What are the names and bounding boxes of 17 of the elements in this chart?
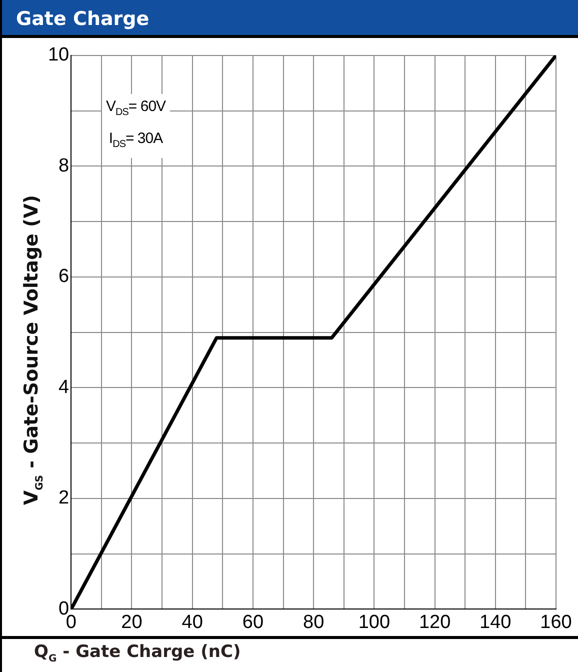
x-tick-label: 40 [182, 612, 203, 633]
x-tick-label: 100 [358, 612, 390, 633]
annotation: I$_{DS}$= 30A [108, 129, 164, 152]
x-axis-title: Q$_{G}$ - Gate Charge (nC) [34, 642, 241, 664]
chart-title: Gate Charge [2, 0, 578, 38]
x-tick-label: 60 [242, 612, 264, 633]
x-tick-label: 160 [540, 612, 572, 633]
x-tick-label: 120 [418, 612, 451, 633]
annotation: V$_{DS}$= 60V [106, 97, 166, 120]
x-tick-label: 140 [480, 612, 512, 633]
x-tick-label: 80 [302, 612, 324, 633]
y-tick-label: 10 [48, 44, 70, 66]
y-tick-label: 2 [58, 488, 70, 509]
x-tick-label: 20 [121, 612, 142, 633]
y-tick-label: 6 [58, 266, 70, 288]
y-tick-label: 8 [58, 155, 70, 176]
y-tick-label: 4 [58, 376, 70, 398]
